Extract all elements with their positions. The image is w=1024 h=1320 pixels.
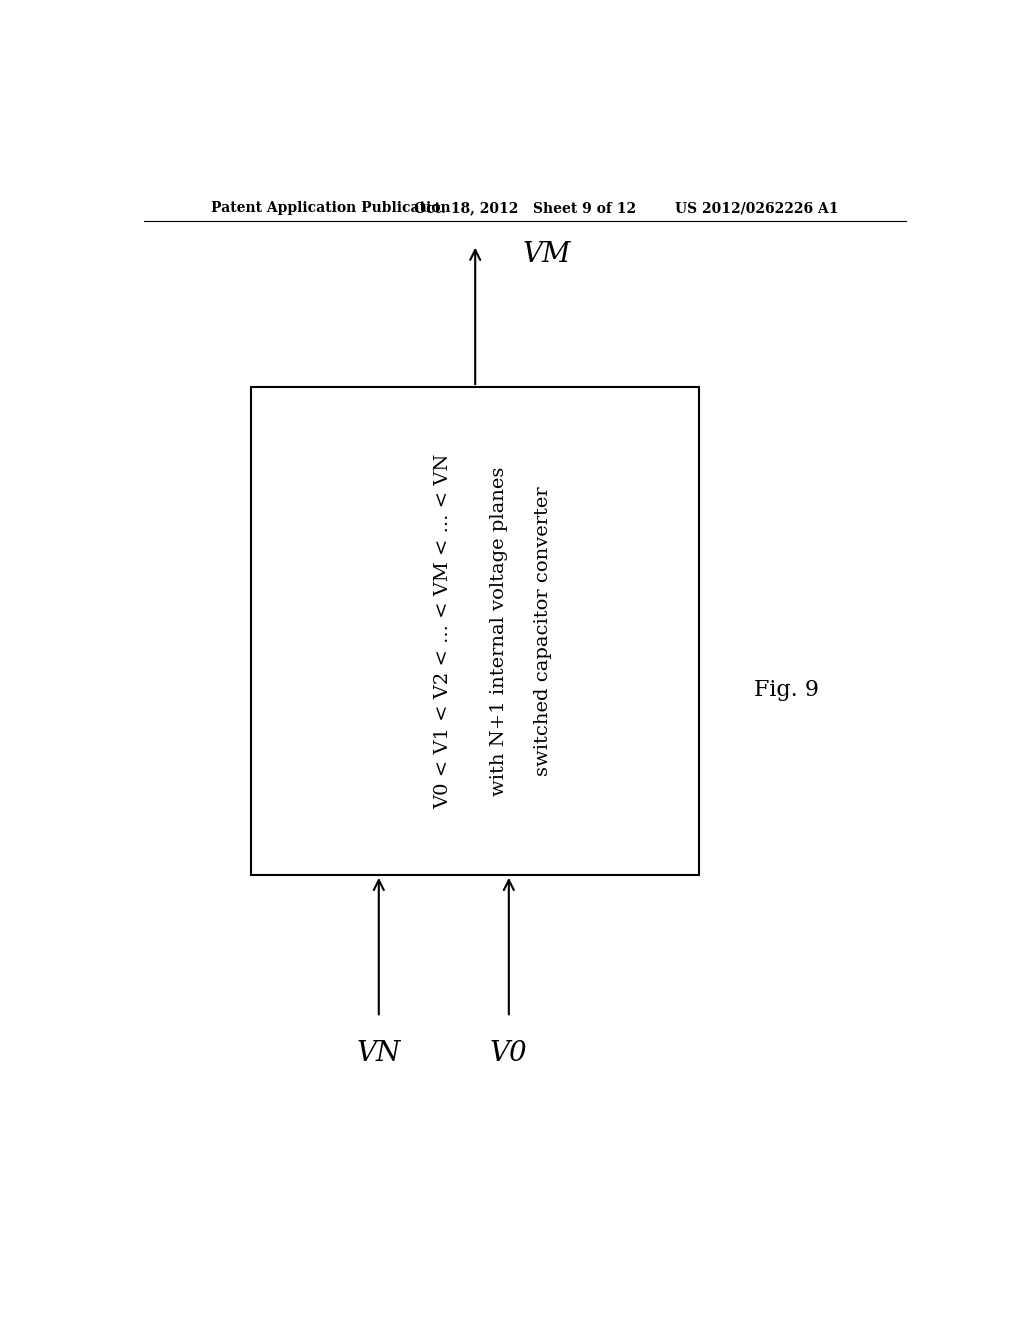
Text: with N+1 internal voltage planes: with N+1 internal voltage planes	[490, 466, 508, 796]
Text: Patent Application Publication: Patent Application Publication	[211, 201, 451, 215]
Text: VN: VN	[356, 1040, 401, 1067]
Bar	[251, 387, 699, 875]
Text: switched capacitor converter: switched capacitor converter	[534, 486, 552, 776]
Text: Fig. 9: Fig. 9	[755, 678, 819, 701]
Text: US 2012/0262226 A1: US 2012/0262226 A1	[675, 201, 839, 215]
Text: Oct. 18, 2012   Sheet 9 of 12: Oct. 18, 2012 Sheet 9 of 12	[414, 201, 636, 215]
Text: V0: V0	[490, 1040, 527, 1067]
Text: VM: VM	[523, 242, 571, 268]
Text: V0 < V1 < V2 < ... < VM < ... < VN: V0 < V1 < V2 < ... < VM < ... < VN	[434, 453, 453, 809]
